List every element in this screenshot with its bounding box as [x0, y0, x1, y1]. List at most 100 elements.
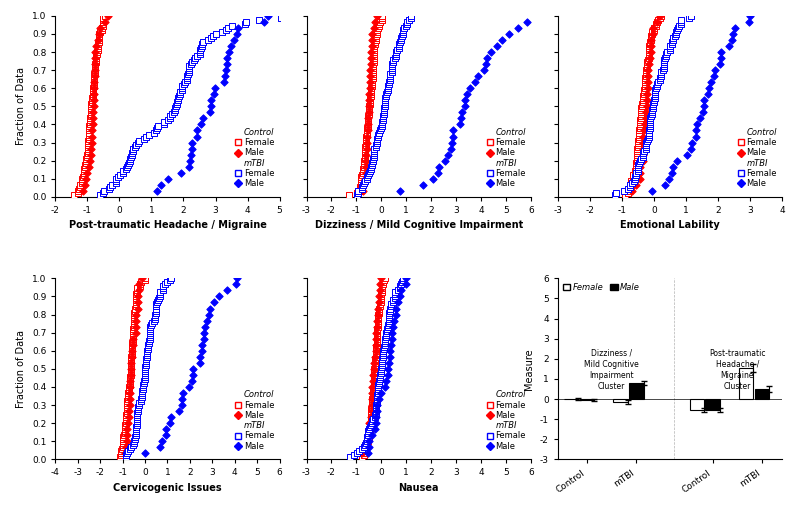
Point	[85, 110, 97, 119]
Point	[159, 280, 171, 289]
Point	[82, 133, 95, 141]
Point	[378, 343, 391, 351]
Point	[634, 110, 647, 119]
Point	[175, 395, 188, 403]
Point	[630, 156, 643, 165]
Point	[389, 304, 402, 313]
Point	[654, 72, 667, 80]
Point	[363, 166, 376, 175]
Point	[660, 50, 673, 58]
Point	[619, 191, 631, 199]
Point	[98, 17, 111, 26]
Point	[93, 27, 106, 36]
Point	[634, 156, 646, 165]
Point	[351, 449, 363, 458]
Point	[120, 411, 133, 419]
Point	[88, 84, 100, 92]
Point	[106, 181, 118, 189]
Point	[361, 449, 374, 458]
Point	[645, 34, 657, 42]
Point	[370, 36, 382, 44]
Point	[92, 36, 105, 44]
Point	[367, 68, 379, 77]
Point	[641, 102, 653, 110]
Point	[638, 80, 651, 89]
Point	[86, 114, 99, 122]
Point	[359, 144, 371, 153]
Point	[123, 395, 136, 403]
Point	[121, 447, 134, 456]
Legend: Control, Female, Male, mTBI, Female, Male: Control, Female, Male, mTBI, Female, Mal…	[234, 390, 276, 451]
Point	[102, 12, 115, 20]
Point	[128, 435, 141, 444]
Point	[149, 313, 161, 321]
Point	[367, 373, 380, 381]
Point	[365, 54, 378, 62]
Point	[368, 40, 381, 48]
Point	[649, 22, 662, 30]
Point	[675, 16, 687, 24]
Point	[363, 106, 375, 115]
Point	[87, 108, 100, 117]
Point	[382, 365, 394, 373]
Point	[404, 12, 417, 20]
Point	[362, 114, 374, 122]
Point	[127, 146, 140, 155]
Point	[371, 334, 383, 343]
Point	[368, 359, 381, 367]
Point	[88, 72, 101, 80]
Point	[648, 96, 660, 105]
Point	[628, 168, 641, 177]
Point	[143, 334, 156, 343]
Point	[363, 84, 376, 92]
Point	[219, 72, 231, 80]
Point	[124, 371, 137, 379]
Point	[123, 156, 136, 165]
Point	[85, 104, 97, 112]
Point	[137, 134, 150, 143]
Point	[371, 316, 383, 325]
Point	[694, 114, 707, 122]
Point	[686, 138, 698, 147]
Point	[367, 66, 379, 74]
Point	[165, 413, 178, 421]
Point	[360, 144, 373, 153]
Point	[129, 433, 141, 441]
Point	[125, 359, 137, 367]
Point	[372, 316, 385, 325]
Point	[93, 30, 106, 38]
Point	[134, 395, 147, 403]
Point	[151, 124, 164, 133]
Point	[397, 30, 409, 38]
Point	[123, 401, 136, 409]
Point	[129, 304, 141, 313]
Point	[648, 24, 660, 32]
Point	[642, 133, 655, 141]
Point	[634, 120, 646, 129]
Point	[133, 280, 145, 289]
Point	[371, 336, 383, 345]
Point	[371, 393, 384, 401]
Point	[92, 36, 104, 44]
Point	[359, 163, 372, 171]
Point	[638, 90, 650, 99]
Point	[124, 365, 137, 373]
Point	[629, 166, 641, 175]
Point	[638, 76, 651, 84]
Point	[148, 128, 160, 137]
Point	[197, 114, 209, 122]
Point	[627, 176, 640, 185]
Point	[630, 153, 643, 161]
Point	[98, 186, 111, 195]
Point	[130, 417, 143, 426]
Point	[125, 361, 137, 369]
Point	[634, 114, 647, 122]
Point	[659, 54, 672, 62]
Point	[182, 68, 195, 77]
Point	[128, 316, 141, 325]
Point	[675, 17, 687, 26]
Point	[393, 40, 405, 48]
Point	[73, 185, 85, 193]
Point	[125, 356, 137, 365]
Point	[651, 80, 664, 89]
